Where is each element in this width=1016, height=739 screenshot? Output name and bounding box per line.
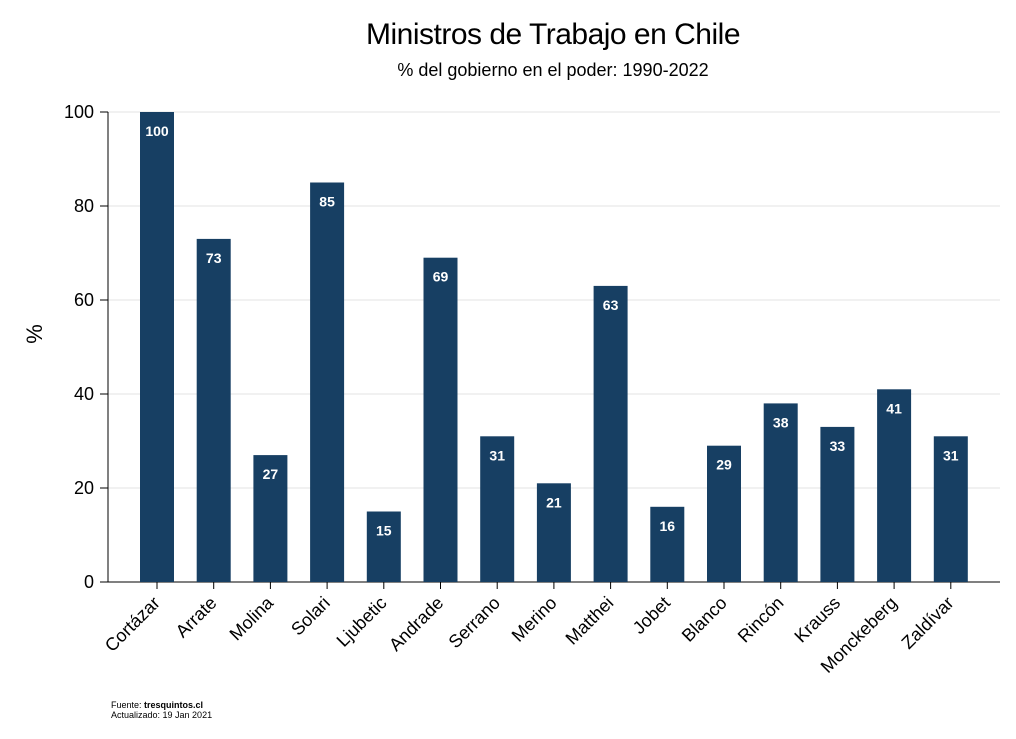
bar bbox=[310, 182, 345, 582]
bar-value-label: 27 bbox=[263, 466, 279, 482]
x-tick-label: Molina bbox=[226, 592, 278, 644]
x-tick-label: Zaldívar bbox=[898, 593, 958, 653]
bar-value-label: 15 bbox=[376, 523, 392, 539]
x-tick-label: Blanco bbox=[678, 593, 731, 646]
bar-value-label: 41 bbox=[886, 400, 902, 416]
bar bbox=[480, 436, 515, 582]
bar-value-label: 33 bbox=[830, 438, 846, 454]
x-tick-label: Ljubetic bbox=[333, 593, 391, 651]
x-tick-label: Merino bbox=[508, 593, 561, 646]
y-tick-label: 0 bbox=[84, 572, 94, 592]
bar bbox=[593, 285, 628, 582]
bar bbox=[140, 112, 174, 582]
bar-chart: 0 20 40 60 80 100% 100 73 27 85 15 69 31 21 63 16 29 38 3… bbox=[22, 102, 1000, 677]
bar bbox=[877, 389, 912, 582]
bar bbox=[650, 506, 685, 582]
gridlines bbox=[108, 111, 1000, 489]
bar-value-label: 73 bbox=[206, 250, 222, 266]
y-tick-label: 100 bbox=[64, 102, 94, 122]
bar bbox=[763, 403, 798, 582]
x-tick-labels: Cortázar Arrate Molina SolariLjubeticAndrad… bbox=[101, 582, 958, 677]
bars: 100 73 27 85 15 69 31 21 63 16 29 38 33 41 31 bbox=[140, 112, 968, 582]
bar-value-label: 85 bbox=[319, 194, 335, 210]
bar bbox=[366, 511, 401, 582]
bar bbox=[196, 238, 231, 582]
y-tick-label: 80 bbox=[74, 196, 94, 216]
bar bbox=[423, 257, 458, 582]
bar bbox=[933, 436, 968, 582]
bar-value-label: 16 bbox=[660, 518, 676, 534]
x-tick-label: Arrate bbox=[172, 593, 221, 642]
source-line: Fuente: tresquintos.cl bbox=[111, 700, 212, 710]
chart-title: Ministros de Trabajo en Chile bbox=[365, 18, 741, 51]
bar bbox=[707, 445, 741, 582]
bar-value-label: 31 bbox=[943, 447, 959, 463]
y-tick-label: 40 bbox=[74, 384, 94, 404]
bar-value-label: 100 bbox=[145, 123, 169, 139]
x-tick-label: Matthei bbox=[562, 593, 618, 649]
chart-subtitle: % del gobierno en el poder: 1990-2022 bbox=[397, 60, 709, 80]
y-axis-label: % bbox=[22, 324, 47, 344]
y-tick-label: 60 bbox=[74, 290, 94, 310]
x-tick-label: Rincón bbox=[734, 593, 788, 647]
x-tick-label: Andrade bbox=[385, 593, 447, 655]
bar-value-label: 69 bbox=[433, 269, 449, 285]
bar-value-label: 63 bbox=[603, 297, 619, 313]
x-tick-label: Cortázar bbox=[101, 593, 164, 656]
x-tick-label: Krauss bbox=[790, 593, 844, 647]
y-tick-label: 20 bbox=[74, 478, 94, 498]
bar-value-label: 29 bbox=[716, 457, 732, 473]
x-tick-label: Jobet bbox=[629, 593, 674, 638]
bar bbox=[253, 455, 288, 582]
chart-footer: Fuente: tresquintos.cl Actualizado: 19 J… bbox=[111, 700, 212, 720]
bar-value-label: 21 bbox=[546, 494, 562, 510]
source-name: tresquintos.cl bbox=[144, 700, 204, 710]
x-tick-label: Serrano bbox=[445, 593, 504, 652]
x-tick-label: Solari bbox=[287, 593, 334, 640]
source-prefix: Fuente: bbox=[111, 700, 145, 710]
bar bbox=[536, 483, 571, 582]
bar-value-label: 31 bbox=[489, 447, 505, 463]
bar bbox=[820, 426, 855, 582]
updated-line: Actualizado: 19 Jan 2021 bbox=[111, 710, 213, 720]
bar-value-label: 38 bbox=[773, 414, 789, 430]
